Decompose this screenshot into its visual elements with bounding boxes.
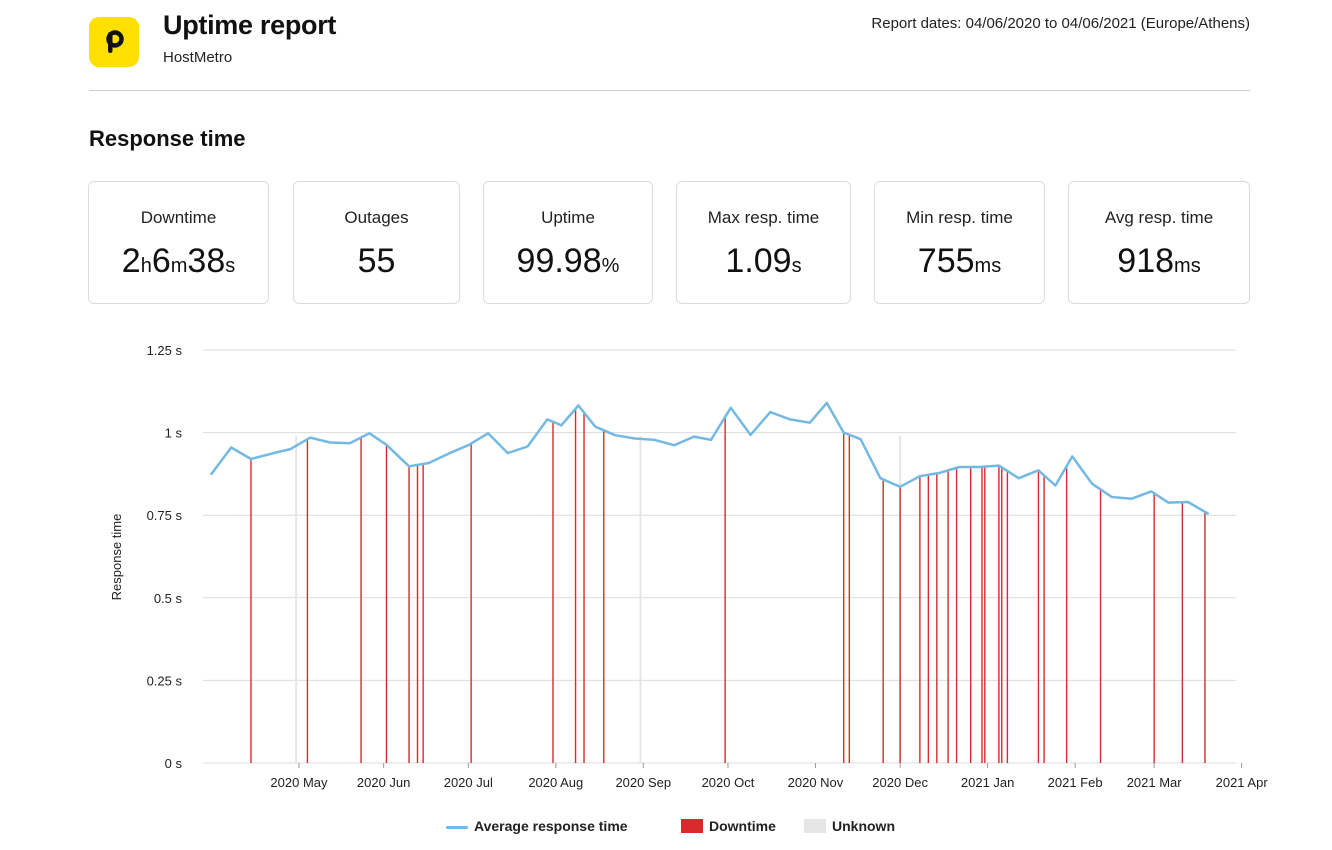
app-logo: [89, 17, 139, 67]
stat-card-avg-resp: Avg resp. time 918ms: [1068, 181, 1250, 304]
stat-value: 1.09s: [725, 242, 802, 280]
report-dates: Report dates: 04/06/2020 to 04/06/2021 (…: [871, 15, 1250, 32]
axis-layer: 0 s 0.25 s 0.5 s 0.75 s 1 s 1.25 s Response ti…: [109, 343, 1268, 790]
stat-label: Min resp. time: [906, 208, 1013, 227]
legend-downtime-swatch: [681, 819, 703, 833]
stat-label: Outages: [344, 208, 409, 227]
x-tick-label: 2020 Oct: [702, 775, 755, 790]
grid-layer: [203, 349, 1236, 764]
legend-label: Downtime: [709, 818, 776, 834]
average-response-line: [210, 401, 1210, 515]
x-tick-label: 2021 Feb: [1048, 775, 1103, 790]
y-tick-label: 1.25 s: [147, 343, 183, 358]
x-tick-label: 2020 Aug: [528, 775, 583, 790]
stat-label: Avg resp. time: [1104, 208, 1214, 227]
x-tick-label: 2021 Mar: [1127, 775, 1183, 790]
stat-card-downtime: Downtime 2h6m38s: [88, 181, 269, 304]
logo-p-icon: [106, 30, 124, 53]
stat-card-outages: Outages 55: [293, 181, 460, 304]
stat-card-min-resp: Min resp. time 755ms: [874, 181, 1045, 304]
legend-unknown-swatch: [804, 819, 826, 833]
y-tick-label: 0.25 s: [147, 673, 183, 688]
line-layer: [210, 401, 1210, 515]
x-tick-label: 2020 Sep: [615, 775, 671, 790]
x-tick-label: 2020 Jun: [357, 775, 411, 790]
stat-value: 99.98%: [516, 242, 620, 280]
y-tick-label: 0 s: [165, 756, 183, 771]
page-title: Uptime report: [163, 10, 337, 40]
y-tick-label: 0.5 s: [154, 591, 183, 606]
legend-label: Unknown: [832, 818, 895, 834]
legend-line-swatch: [446, 826, 468, 829]
y-tick-label: 1 s: [165, 426, 183, 441]
stat-value: 918ms: [1117, 242, 1201, 280]
stat-value: 55: [357, 242, 396, 280]
x-tick-label: 2020 Dec: [872, 775, 928, 790]
downtime-bars-layer: [250, 408, 1206, 763]
site-name: HostMetro: [163, 49, 233, 66]
response-time-chart: 0 s 0.25 s 0.5 s 0.75 s 1 s 1.25 s Response ti…: [109, 343, 1268, 790]
x-tick-label: 2021 Apr: [1216, 775, 1269, 790]
stat-value: 2h6m38s: [121, 242, 236, 280]
stat-card-uptime: Uptime 99.98%: [483, 181, 653, 304]
x-tick-label: 2020 Nov: [788, 775, 844, 790]
header-divider: [89, 90, 1250, 91]
chart-legend: Average response time Downtime Unknown: [0, 818, 1332, 836]
stat-value: 755ms: [917, 242, 1002, 280]
x-tick-label: 2020 May: [270, 775, 328, 790]
stat-card-max-resp: Max resp. time 1.09s: [676, 181, 851, 304]
section-title: Response time: [89, 126, 246, 151]
stat-label: Max resp. time: [707, 208, 820, 227]
stat-label: Uptime: [541, 208, 595, 227]
x-tick-label: 2020 Jul: [444, 775, 493, 790]
y-tick-label: 0.75 s: [147, 508, 183, 523]
stat-label: Downtime: [140, 208, 217, 227]
y-axis-label: Response time: [109, 514, 124, 601]
legend-label: Average response time: [474, 818, 628, 834]
x-tick-label: 2021 Jan: [961, 775, 1015, 790]
